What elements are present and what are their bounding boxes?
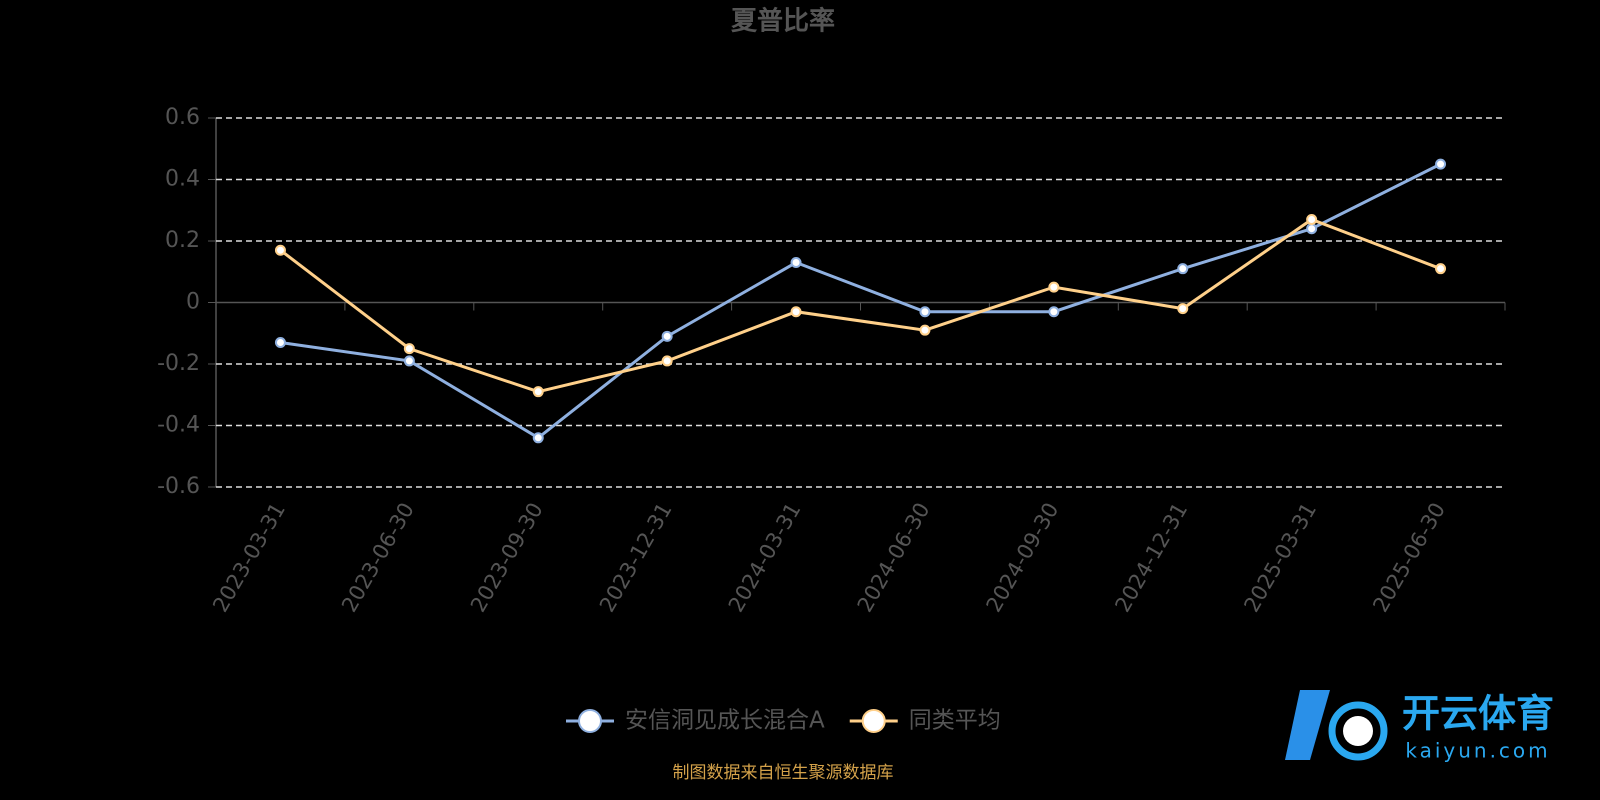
data-point bbox=[1177, 303, 1189, 315]
watermark-url: kaiyun.com bbox=[1405, 739, 1550, 763]
legend-label: 安信洞见成长混合A bbox=[625, 708, 825, 734]
series-line bbox=[279, 217, 1442, 394]
legend-marker bbox=[578, 709, 602, 733]
data-point bbox=[1048, 281, 1060, 293]
legend-marker bbox=[861, 709, 886, 733]
logo-ring bbox=[1328, 701, 1388, 761]
data-point bbox=[1435, 263, 1447, 275]
watermark: 开云体育 kaiyun.com bbox=[1285, 690, 1554, 763]
data-point bbox=[532, 432, 544, 444]
data-point bbox=[274, 244, 286, 256]
y-tick-label: -0.2 bbox=[157, 351, 200, 376]
data-point bbox=[532, 386, 544, 398]
data-point bbox=[403, 343, 415, 355]
y-tick-label: -0.4 bbox=[157, 413, 200, 438]
data-point bbox=[919, 324, 931, 336]
data-point bbox=[1306, 213, 1318, 225]
y-tick-label: 0.6 bbox=[165, 105, 200, 130]
chart-title: 夏普比率 bbox=[731, 6, 835, 37]
data-point bbox=[1306, 223, 1318, 235]
y-tick-label: 0.4 bbox=[165, 167, 200, 192]
source-note: 制图数据来自恒生聚源数据库 bbox=[673, 763, 894, 783]
data-point bbox=[1048, 306, 1060, 318]
watermark-text: 开云体育 bbox=[1402, 692, 1554, 736]
y-tick-label: -0.6 bbox=[157, 474, 200, 499]
data-point bbox=[661, 355, 673, 367]
data-point bbox=[661, 330, 673, 342]
data-point bbox=[790, 257, 802, 269]
data-point bbox=[1435, 158, 1447, 170]
series-line bbox=[280, 162, 1442, 440]
data-point bbox=[403, 355, 415, 367]
logo-ball bbox=[1343, 716, 1373, 746]
legend-label: 同类平均 bbox=[909, 708, 1001, 734]
data-point bbox=[919, 306, 931, 318]
data-point bbox=[1177, 263, 1189, 275]
logo-k bbox=[1285, 690, 1330, 760]
data-point bbox=[790, 306, 802, 318]
y-tick-label: 0 bbox=[186, 290, 200, 315]
data-point bbox=[274, 336, 286, 348]
y-tick-label: 0.2 bbox=[165, 228, 200, 253]
